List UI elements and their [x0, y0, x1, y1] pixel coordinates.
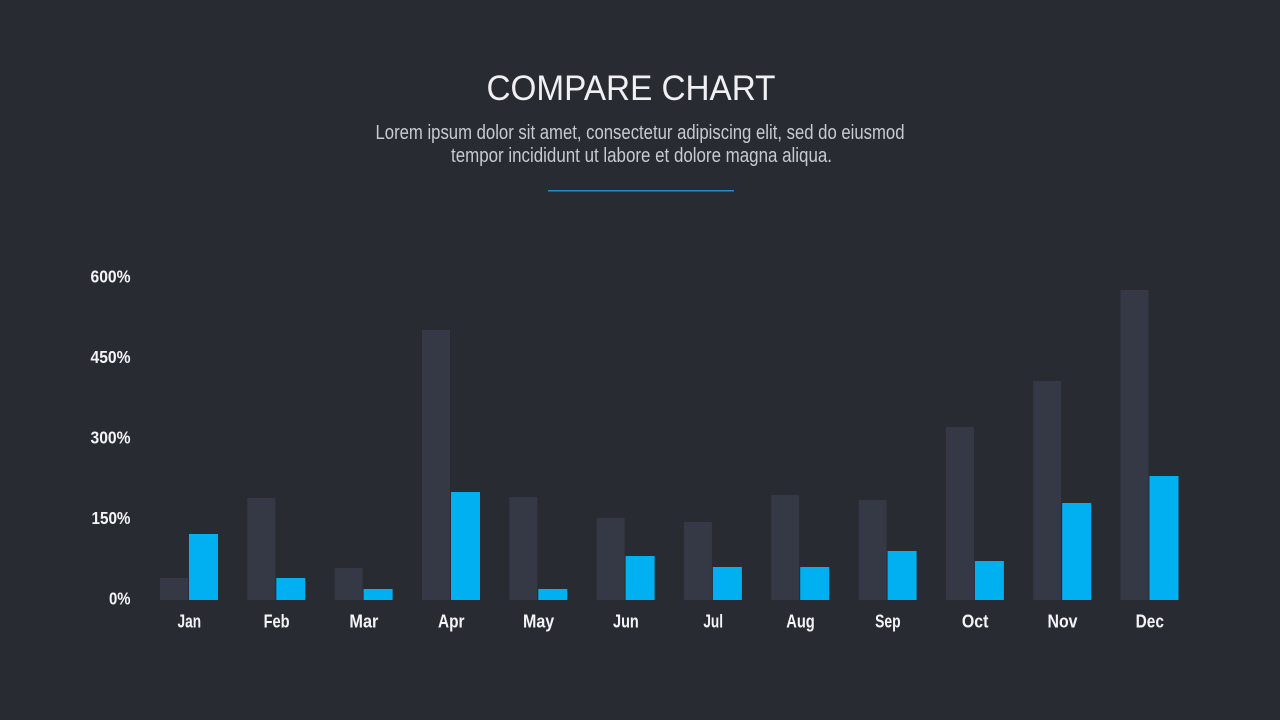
svg-text:Lorem ipsum dolor sit amet, co: Lorem ipsum dolor sit amet, consectetur … [376, 122, 905, 144]
svg-text:Aug: Aug [786, 611, 815, 632]
svg-text:Apr: Apr [438, 611, 465, 632]
svg-text:Jun: Jun [613, 611, 639, 632]
svg-text:300%: 300% [91, 428, 131, 448]
svg-text:Mar: Mar [349, 611, 378, 632]
svg-text:150%: 150% [92, 508, 131, 528]
svg-text:0%: 0% [109, 589, 131, 609]
svg-text:Oct: Oct [962, 611, 989, 632]
svg-text:Dec: Dec [1136, 611, 1164, 632]
svg-text:Nov: Nov [1048, 611, 1079, 632]
svg-text:450%: 450% [91, 347, 131, 367]
svg-text:tempor incididunt ut labore et: tempor incididunt ut labore et dolore ma… [451, 145, 832, 167]
svg-text:600%: 600% [91, 267, 131, 287]
svg-text:Jul: Jul [703, 611, 723, 632]
svg-text:Feb: Feb [264, 611, 290, 632]
svg-text:May: May [523, 611, 555, 632]
svg-text:COMPARE CHART: COMPARE CHART [487, 69, 776, 108]
svg-text:Jan: Jan [178, 611, 202, 632]
svg-text:Sep: Sep [875, 611, 901, 632]
